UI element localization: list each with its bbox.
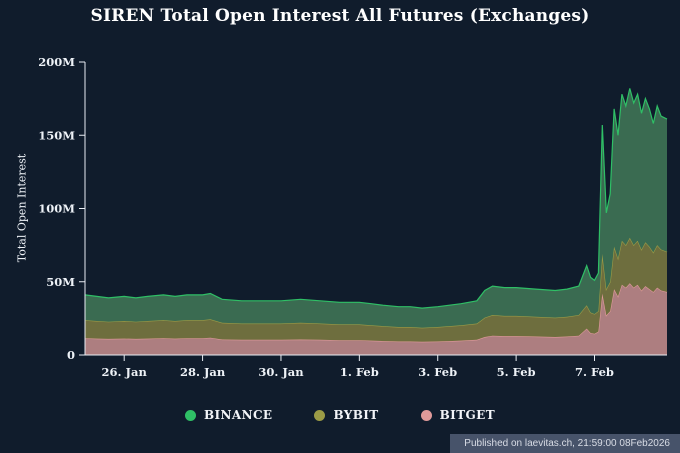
legend-item-binance[interactable]: BINANCE (184, 408, 273, 422)
y-tick-label: 150M (38, 128, 75, 142)
x-tick-label: 5. Feb (497, 365, 536, 379)
bybit-marker-icon (314, 409, 326, 421)
x-tick-label: 30. Jan (258, 365, 304, 379)
x-tick-label: 1. Feb (340, 365, 379, 379)
x-tick-label: 3. Feb (418, 365, 457, 379)
publish-attribution: Published on laevitas.ch, 21:59:00 08Feb… (450, 434, 680, 453)
legend-label-binance: BINANCE (203, 408, 273, 422)
legend-label-bitget: BITGET (439, 408, 496, 422)
y-tick-label: 0 (67, 348, 75, 362)
area-bitget (85, 283, 667, 355)
x-tick-label: 7. Feb (575, 365, 614, 379)
x-tick-label: 26. Jan (102, 365, 148, 379)
y-tick-label: 50M (46, 275, 75, 289)
area-bybit (85, 237, 667, 342)
y-tick-label: 200M (38, 55, 75, 69)
legend: BINANCE BYBIT BITGET (0, 408, 680, 422)
legend-label-bybit: BYBIT (333, 408, 379, 422)
x-tick-label: 28. Jan (180, 365, 226, 379)
legend-item-bybit[interactable]: BYBIT (314, 408, 378, 422)
area-binance (85, 88, 667, 328)
chart-title: SIREN Total Open Interest All Futures (E… (90, 6, 590, 26)
legend-item-bitget[interactable]: BITGET (420, 408, 496, 422)
binance-marker-icon (184, 409, 196, 421)
y-tick-label: 100M (38, 202, 75, 216)
bitget-marker-icon (420, 409, 432, 421)
line-binance (84, 88, 668, 309)
